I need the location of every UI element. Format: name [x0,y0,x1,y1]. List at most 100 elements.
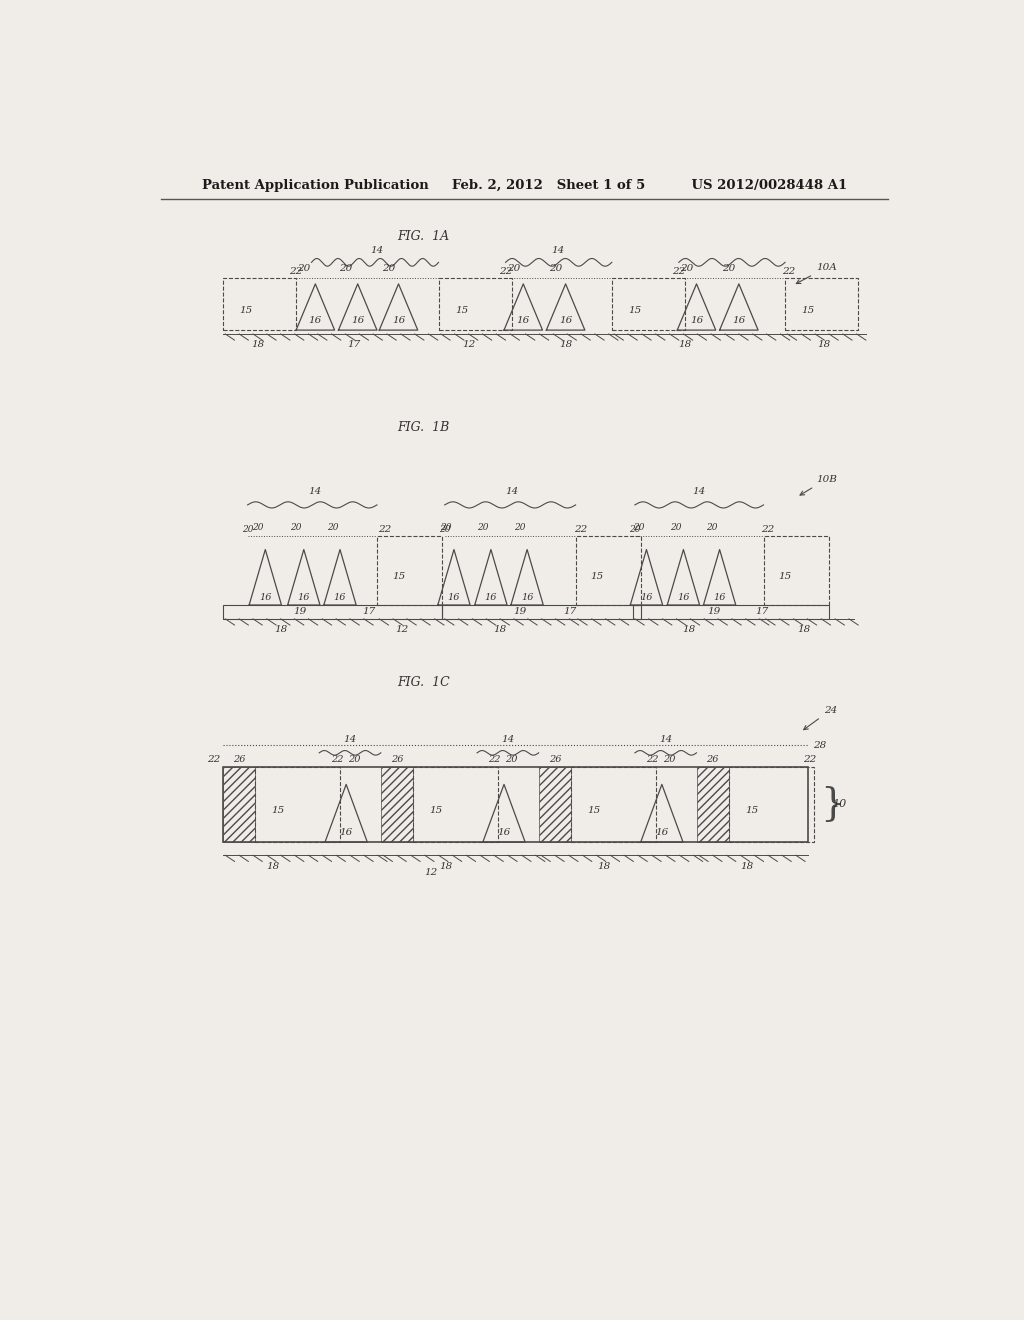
Text: 16: 16 [259,593,271,602]
Text: }: } [819,785,845,822]
Text: 15: 15 [430,807,442,814]
Bar [539,767,571,842]
Text: 26: 26 [549,755,561,763]
Bar [413,767,498,842]
Text: 10A: 10A [797,263,837,284]
Text: 18: 18 [494,626,507,634]
Text: 19: 19 [707,607,720,616]
Text: 15: 15 [392,572,406,581]
Text: 16: 16 [308,317,322,325]
Text: 20: 20 [664,755,676,763]
Text: FIG.  1A: FIG. 1A [397,231,450,243]
Text: 22: 22 [378,525,391,535]
Text: 18: 18 [597,862,610,870]
Bar [377,536,442,605]
Text: 14: 14 [551,247,564,255]
Text: 15: 15 [240,306,253,314]
Text: 15: 15 [629,306,641,314]
Text: 18: 18 [266,862,280,870]
Text: 18: 18 [678,341,691,350]
Text: 18: 18 [251,341,264,350]
Text: 12: 12 [395,626,409,634]
Bar [633,605,829,619]
Text: 20: 20 [629,525,641,535]
Text: 15: 15 [588,807,601,814]
Text: 17: 17 [563,607,577,616]
Text: 22: 22 [803,755,816,763]
Text: 18: 18 [740,862,754,870]
Text: 22: 22 [290,267,303,276]
Text: 16: 16 [714,593,726,602]
Text: 20: 20 [439,525,451,535]
Text: 20: 20 [707,524,718,532]
Text: 22: 22 [762,525,775,535]
Text: 22: 22 [488,755,501,763]
Text: 16: 16 [298,593,310,602]
Text: 22: 22 [207,755,220,763]
Text: 20: 20 [477,524,489,532]
Text: 15: 15 [455,306,468,314]
Text: 16: 16 [484,593,498,602]
Text: 15: 15 [591,572,604,581]
Text: 16: 16 [521,593,534,602]
Text: 16: 16 [392,317,406,325]
Bar [223,767,808,842]
Text: 18: 18 [817,341,830,350]
Text: 16: 16 [732,317,745,325]
Text: 20: 20 [340,264,353,273]
Text: 22: 22 [573,525,587,535]
Text: 10B: 10B [800,475,837,495]
Text: 15: 15 [802,306,815,314]
Text: 14: 14 [692,487,706,495]
Text: 18: 18 [559,341,572,350]
Text: 24: 24 [804,706,837,730]
Text: 15: 15 [778,572,792,581]
Text: 20: 20 [507,264,520,273]
Text: FIG.  1B: FIG. 1B [397,421,450,434]
Text: 18: 18 [798,626,811,634]
Text: 15: 15 [745,807,759,814]
Bar [575,536,641,605]
Text: 12: 12 [463,341,476,350]
Text: 20: 20 [382,264,395,273]
Text: 14: 14 [501,735,514,744]
Text: 10: 10 [831,800,846,809]
Bar [611,277,685,330]
Text: 20: 20 [242,525,253,535]
Text: 20: 20 [327,524,338,532]
Text: 20: 20 [297,264,310,273]
Text: 16: 16 [690,317,703,325]
Bar [764,536,829,605]
Text: 14: 14 [308,487,322,495]
Bar [785,277,858,330]
Bar [223,277,296,330]
Text: 20: 20 [722,264,735,273]
Text: 20: 20 [291,524,302,532]
Bar [381,767,413,842]
Text: FIG.  1C: FIG. 1C [396,676,450,689]
Text: 20: 20 [252,524,263,532]
Bar [442,605,641,619]
Text: 16: 16 [334,593,346,602]
Text: 18: 18 [682,626,695,634]
Text: 28: 28 [813,741,826,750]
Bar [223,605,442,619]
Text: 16: 16 [447,593,460,602]
Text: 16: 16 [351,317,365,325]
Text: 16: 16 [340,829,353,837]
Text: 26: 26 [391,755,403,763]
Bar [696,767,729,842]
Text: 14: 14 [343,735,356,744]
Text: Patent Application Publication     Feb. 2, 2012   Sheet 1 of 5          US 2012/: Patent Application Publication Feb. 2, 2… [202,178,848,191]
Text: 20: 20 [680,264,693,273]
Text: 20: 20 [440,524,452,532]
Text: 22: 22 [782,267,796,276]
Text: 16: 16 [559,317,572,325]
Text: 17: 17 [362,607,376,616]
Bar [729,767,813,842]
Bar [438,277,512,330]
Text: 20: 20 [670,524,681,532]
Text: 22: 22 [331,755,343,763]
Text: 14: 14 [371,247,384,255]
Text: 19: 19 [293,607,306,616]
